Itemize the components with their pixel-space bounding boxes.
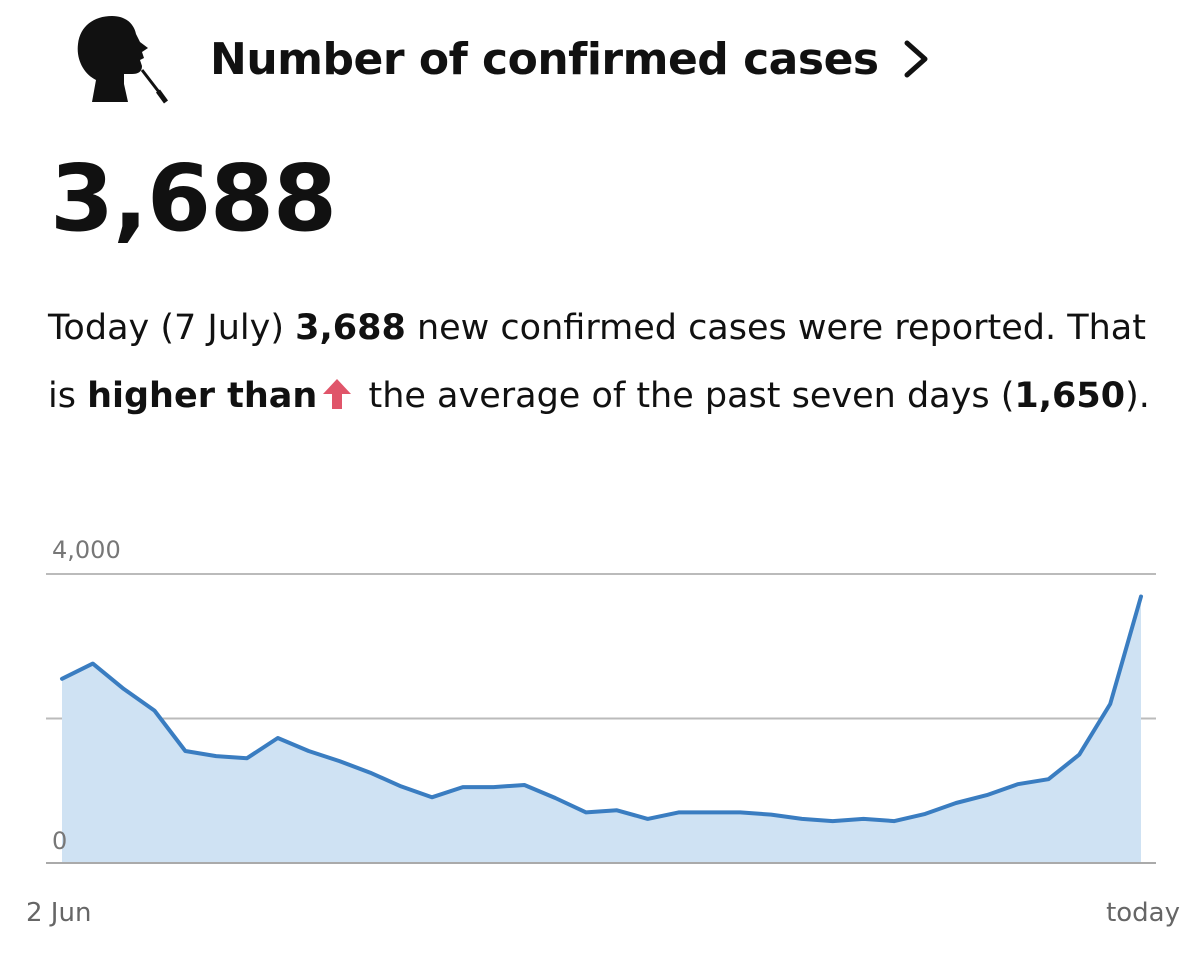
summary-today-count: 3,688 <box>295 308 406 348</box>
summary-text: Today (7 July) 3,688 new confirmed cases… <box>48 294 1168 430</box>
headline-case-count: 3,688 <box>50 145 337 252</box>
series-line <box>60 594 1143 824</box>
cases-area-chart: 4,000 0 2 Jun today <box>26 536 1180 928</box>
summary-comparison: higher than <box>87 376 318 416</box>
area-fill <box>62 596 1141 863</box>
x-tick-label-start: 2 Jun <box>26 898 91 928</box>
summary-average: 1,650 <box>1014 376 1126 416</box>
section-header[interactable]: Number of confirmed cases <box>62 14 931 104</box>
chevron-right-icon[interactable] <box>901 37 931 81</box>
summary-part-4: ). <box>1125 376 1150 416</box>
summary-part-3: the average of the past seven days ( <box>357 376 1015 416</box>
section-title: Number of confirmed cases <box>210 33 879 85</box>
summary-part-2: new confirmed cases were reported. That … <box>48 308 1146 416</box>
summary-part-1: Today (7 July) <box>48 308 296 348</box>
x-tick-label-end: today <box>1106 898 1180 928</box>
arrow-up-icon <box>323 379 352 409</box>
y-tick-label-zero: 0 <box>52 827 67 855</box>
y-tick-label-max: 4,000 <box>52 536 121 564</box>
person-swab-test-icon <box>77 16 169 104</box>
